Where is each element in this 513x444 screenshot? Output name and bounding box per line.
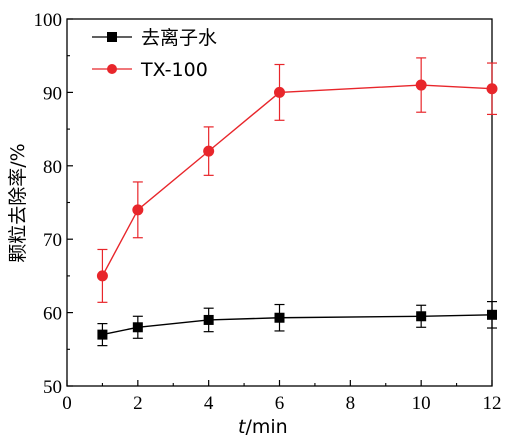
series-layer (96, 57, 498, 347)
legend-label-deionized-water: 去离子水 (141, 27, 217, 49)
y-axis-title: 颗粒去除率/% (7, 143, 29, 262)
data-point-square (416, 311, 427, 322)
series-1 (97, 300, 497, 347)
data-point-square (97, 329, 108, 340)
x-tick-label: 4 (204, 393, 214, 414)
y-tick-label: 60 (43, 304, 62, 325)
x-tick-label: 6 (275, 393, 285, 414)
data-point-circle (203, 145, 215, 157)
legend-entry-tx100: TX-100 (92, 59, 208, 81)
x-tick-label: 2 (133, 393, 143, 414)
y-tick-label: 50 (43, 377, 62, 398)
legend-label-tx100: TX-100 (140, 59, 208, 81)
x-axis-title: t/min (238, 416, 288, 438)
x-tick-label: 10 (412, 393, 431, 414)
x-tick-label: 12 (483, 393, 502, 414)
legend-entry-deionized-water: 去离子水 (92, 27, 217, 49)
x-tick-label: 0 (62, 393, 72, 414)
data-point-circle (96, 270, 108, 282)
data-point-square (274, 312, 285, 323)
data-point-square (487, 309, 497, 320)
series-line (102, 314, 493, 336)
series-line (101, 84, 493, 277)
data-point-square (203, 314, 214, 325)
legend-marker-circle (107, 64, 117, 74)
data-point-circle (415, 79, 427, 91)
y-tick-label: 100 (34, 10, 63, 31)
data-point-circle (274, 86, 285, 98)
data-point-circle (132, 204, 144, 216)
y-tick-label: 80 (43, 157, 62, 178)
y-tick-label: 90 (43, 83, 62, 104)
legend-marker-square (107, 32, 117, 42)
legend: 去离子水 TX-100 (92, 27, 217, 81)
y-axis: 50 60 70 80 90 100 (34, 10, 73, 398)
x-tick-label: 8 (346, 393, 356, 414)
data-point-circle (486, 83, 498, 95)
series-2 (96, 57, 498, 303)
y-tick-label: 70 (43, 230, 62, 251)
data-point-square (132, 322, 143, 333)
x-axis: 0 2 4 6 8 10 12 (62, 380, 502, 414)
